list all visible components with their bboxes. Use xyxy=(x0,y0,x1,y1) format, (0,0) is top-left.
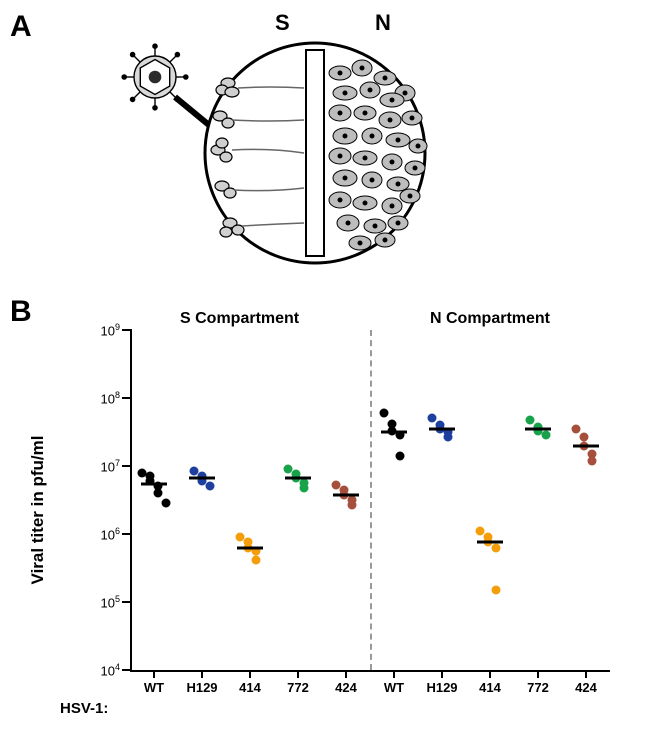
y-tick xyxy=(122,465,132,467)
x-tick xyxy=(345,670,347,678)
x-tick-label: 414 xyxy=(479,680,501,695)
x-tick-label: H129 xyxy=(426,680,457,695)
median-bar xyxy=(525,427,551,430)
x-tick-label: WT xyxy=(384,680,404,695)
y-tick-label: 107 xyxy=(80,458,120,474)
x-tick-label: 424 xyxy=(335,680,357,695)
y-axis xyxy=(130,330,132,670)
panel-divider xyxy=(370,330,372,670)
diagram-label-s: S xyxy=(275,10,290,36)
median-bar xyxy=(333,493,359,496)
x-tick xyxy=(249,670,251,678)
data-point xyxy=(542,431,551,440)
median-bar xyxy=(429,427,455,430)
data-point xyxy=(492,585,501,594)
y-tick-label: 109 xyxy=(80,322,120,338)
median-bar xyxy=(189,477,215,480)
data-point xyxy=(154,489,163,498)
y-tick-label: 108 xyxy=(80,390,120,406)
chart-title-s: S Compartment xyxy=(180,310,299,328)
x-tick-label: 772 xyxy=(287,680,309,695)
panel-a-diagram: S N xyxy=(120,10,520,270)
x-tick xyxy=(489,670,491,678)
data-point xyxy=(252,555,261,564)
data-point xyxy=(300,483,309,492)
y-tick-label: 104 xyxy=(80,662,120,678)
scatter-chart: S Compartment N Compartment Viral titer … xyxy=(60,310,630,730)
chart-title-n: N Compartment xyxy=(430,310,550,328)
chamber-divider xyxy=(306,50,324,256)
x-tick xyxy=(585,670,587,678)
median-bar xyxy=(573,444,599,447)
y-tick xyxy=(122,397,132,399)
median-bar xyxy=(237,546,263,549)
x-tick xyxy=(441,670,443,678)
y-tick xyxy=(122,669,132,671)
x-tick xyxy=(201,670,203,678)
y-tick-label: 105 xyxy=(80,594,120,610)
data-point xyxy=(526,415,535,424)
x-tick xyxy=(537,670,539,678)
data-point xyxy=(428,414,437,423)
data-point xyxy=(380,408,389,417)
y-tick-label: 106 xyxy=(80,526,120,542)
data-point xyxy=(162,499,171,508)
panel-label-b: B xyxy=(10,295,32,329)
x-tick xyxy=(297,670,299,678)
x-tick-label: 772 xyxy=(527,680,549,695)
x-tick-label: 424 xyxy=(575,680,597,695)
data-point xyxy=(588,456,597,465)
y-tick xyxy=(122,329,132,331)
diagram-label-n: N xyxy=(375,10,391,36)
x-tick-label: H129 xyxy=(186,680,217,695)
x-tick xyxy=(153,670,155,678)
x-tick-label: 414 xyxy=(239,680,261,695)
data-point xyxy=(492,543,501,552)
virion-core xyxy=(149,71,162,84)
data-point xyxy=(476,526,485,535)
petri-dish-icon xyxy=(200,38,430,268)
median-bar xyxy=(285,477,311,480)
median-bar xyxy=(141,482,167,485)
data-point xyxy=(572,424,581,433)
y-axis-label: Viral titer in pfu/ml xyxy=(28,436,48,585)
x-tick xyxy=(393,670,395,678)
x-axis-caption: HSV-1: xyxy=(60,700,108,717)
x-tick-label: WT xyxy=(144,680,164,695)
panel-label-a: A xyxy=(10,10,32,44)
median-bar xyxy=(477,541,503,544)
data-point xyxy=(206,482,215,491)
median-bar xyxy=(381,431,407,434)
y-tick xyxy=(122,533,132,535)
y-tick xyxy=(122,601,132,603)
data-point xyxy=(396,451,405,460)
data-point xyxy=(348,501,357,510)
data-point xyxy=(444,433,453,442)
